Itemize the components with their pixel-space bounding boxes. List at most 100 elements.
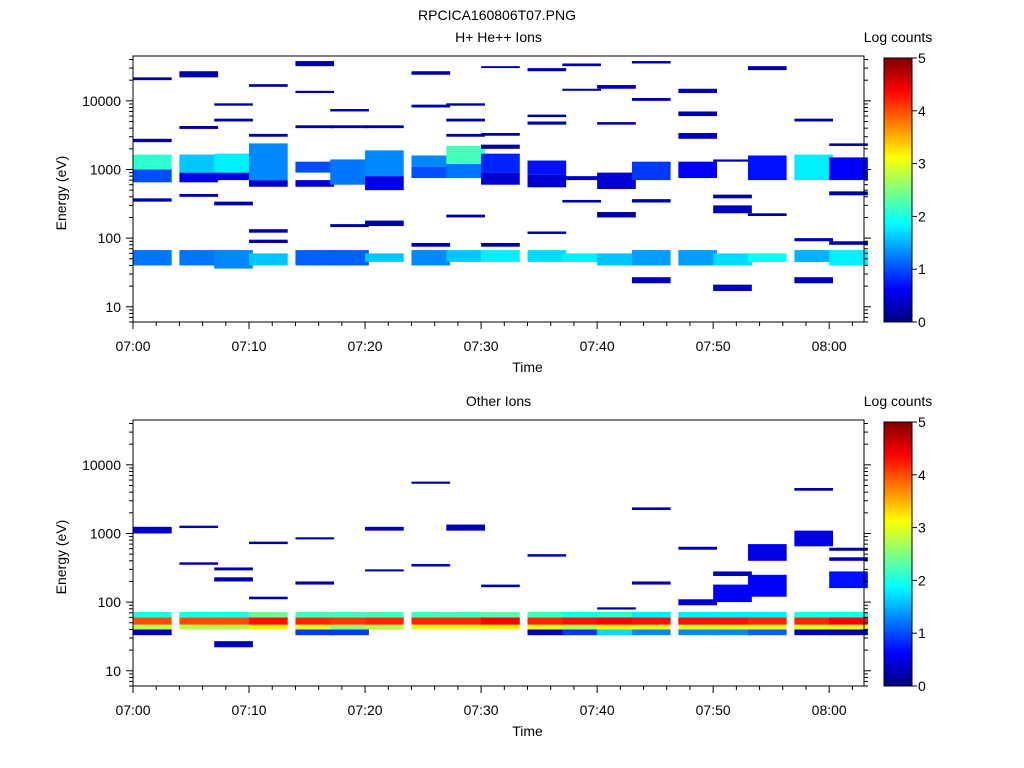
heatmap-cell: [295, 90, 335, 94]
heatmap-cell: [597, 629, 636, 636]
heatmap-cell: [133, 77, 172, 81]
heatmap-cell: [794, 238, 834, 242]
heatmap-cell: [365, 611, 404, 618]
panel-title: H+ He++ Ions: [455, 29, 542, 45]
colorbar-tick-label: 2: [918, 208, 926, 224]
heatmap-cell: [330, 611, 369, 618]
heatmap-cell: [249, 596, 288, 600]
heatmap-cell: [249, 239, 288, 243]
heatmap-cell: [747, 155, 787, 181]
heatmap-cell: [249, 133, 288, 137]
heatmap-cell: [829, 617, 868, 625]
heatmap-cell: [713, 624, 752, 630]
heatmap-cell: [631, 277, 671, 284]
heatmap-cell: [794, 277, 834, 284]
colorbar-gradient: [883, 57, 913, 323]
y-tick-label: 100: [98, 230, 122, 246]
heatmap-cell: [527, 160, 567, 175]
heatmap-cell: [562, 88, 601, 91]
heatmap-cell: [562, 624, 601, 630]
x-tick-label: 07:30: [464, 702, 499, 718]
heatmap-cell: [481, 66, 520, 69]
x-tick-label: 08:00: [812, 702, 847, 718]
heatmap-cell: [295, 250, 335, 266]
heatmap-cell: [411, 611, 451, 618]
heatmap-cell: [747, 574, 787, 597]
heatmap-cell: [446, 103, 485, 106]
heatmap-cell: [249, 180, 288, 187]
heatmap-cell: [631, 624, 671, 630]
heatmap-cell: [295, 161, 335, 173]
heatmap-cell: [214, 617, 253, 625]
heatmap-cell: [179, 193, 219, 197]
heatmap-cell: [446, 250, 485, 262]
heatmap-cell: [330, 224, 369, 228]
heatmap-cell: [527, 629, 567, 636]
heatmap-cell: [249, 624, 288, 630]
heatmap-cell: [179, 250, 219, 266]
heatmap-cell: [446, 524, 485, 531]
heatmap-cell: [597, 607, 636, 610]
heatmap-cell: [527, 250, 567, 262]
heatmap-cell: [562, 63, 601, 67]
colorbar-tick-label: 3: [918, 156, 926, 172]
heatmap-cell: [527, 554, 567, 557]
heatmap-cell: [365, 220, 404, 227]
heatmap-cell: [295, 125, 335, 129]
heatmap-cell: [365, 176, 404, 191]
heatmap-cell: [794, 487, 834, 491]
heatmap-cell: [713, 253, 752, 266]
heatmap-cell: [365, 624, 404, 630]
heatmap-cell: [295, 581, 335, 585]
heatmap-cell: [179, 611, 219, 618]
heatmap-cell: [829, 250, 868, 266]
heatmap-cell: [527, 68, 567, 72]
x-tick-label: 07:40: [580, 338, 615, 354]
heatmap-cell: [713, 584, 752, 603]
heatmap-cell: [597, 624, 636, 630]
x-axis-label: Time: [512, 723, 543, 739]
x-tick-label: 07:00: [115, 338, 150, 354]
x-axis: 07:00 07:10 07:20 07:30 07:40 07:50 08:00: [115, 686, 853, 718]
heatmap-cell: [295, 61, 335, 67]
heatmap-cell: [747, 213, 787, 217]
heatmap-cell: [365, 526, 404, 531]
heatmap-cell: [794, 624, 834, 630]
heatmap-cell: [829, 143, 868, 146]
heatmap-cell: [214, 103, 253, 106]
y-axis: 10 100 1000 10000: [82, 59, 871, 323]
heatmap-cell: [678, 250, 718, 266]
heatmap-cell: [295, 624, 335, 630]
y-axis: 10 100 1000 10000: [82, 423, 871, 687]
heatmap-cell: [481, 133, 520, 136]
heatmap-cell: [365, 150, 404, 177]
heatmap-cell: [330, 617, 369, 625]
heatmap-cell: [678, 546, 718, 550]
heatmap-cell: [295, 537, 335, 540]
plot-frame: [132, 55, 865, 323]
heatmap-cell: [179, 525, 219, 529]
heatmap-cell: [411, 250, 451, 266]
heatmap-cell: [179, 172, 219, 183]
heatmap-cell: [249, 229, 288, 233]
heatmap-cell: [631, 61, 671, 64]
x-tick-label: 07:10: [232, 338, 267, 354]
heatmap-cell: [446, 164, 485, 179]
heatmap-cell: [249, 84, 288, 87]
heatmap-cell: [214, 172, 253, 181]
heatmap-cell: [133, 169, 172, 183]
heatmap-cell: [481, 144, 520, 149]
heatmap-cell: [214, 577, 253, 582]
x-tick-label: 07:40: [580, 702, 615, 718]
heatmap-cell: [527, 617, 567, 625]
heatmap-cell: [214, 624, 253, 630]
heatmap-cell: [411, 563, 451, 567]
heatmap-cell: [794, 617, 834, 625]
heatmap-cell: [330, 125, 369, 129]
heatmap-cell: [678, 624, 718, 630]
x-tick-label: 07:30: [464, 338, 499, 354]
heatmap-cell: [179, 624, 219, 630]
heatmap-cell: [794, 118, 834, 122]
heatmap-cell: [133, 198, 172, 202]
